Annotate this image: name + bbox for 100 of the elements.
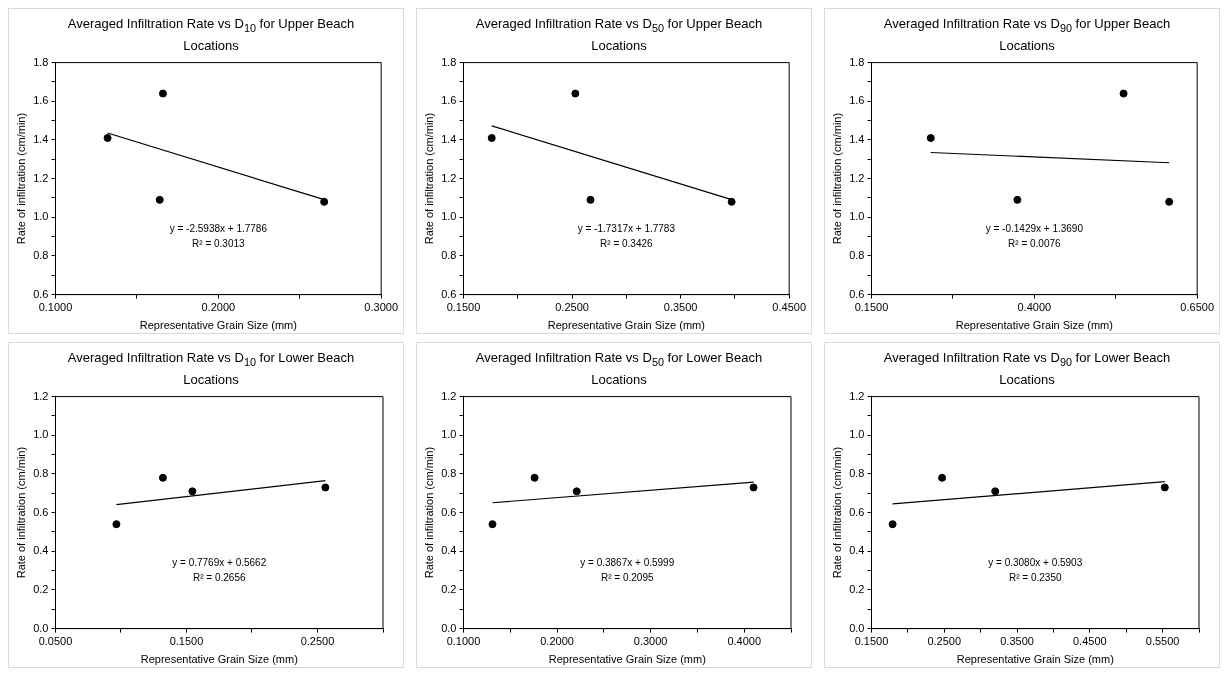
point bbox=[103, 134, 112, 142]
point bbox=[530, 473, 539, 482]
x-tick-label: 0.4500 bbox=[772, 301, 807, 314]
point bbox=[158, 89, 167, 98]
y-tick-label: 1.8 bbox=[441, 55, 457, 68]
point bbox=[112, 520, 121, 529]
annotation: R² = 0.3013 bbox=[192, 238, 246, 250]
annotation: y = 0.7769x + 0.5662 bbox=[172, 557, 267, 569]
chart-title: Averaged Infiltration Rate vs D$_{50}$ for Upper Beach Locations bbox=[475, 16, 763, 53]
y-tick-label: 1.4 bbox=[849, 132, 865, 145]
y-axis-title: Rate of infiltration (cm/min) bbox=[830, 112, 843, 245]
annotation: y = 0.3080x + 0.5903 bbox=[988, 557, 1083, 569]
point bbox=[571, 89, 580, 98]
y-tick-label: 1.6 bbox=[441, 94, 457, 107]
point bbox=[158, 473, 167, 482]
point bbox=[749, 483, 758, 492]
y-tick-label: 0.0 bbox=[33, 621, 49, 634]
y-tick-label: 1.0 bbox=[441, 428, 457, 441]
x-axis-title: Representative Grain Size (mm) bbox=[547, 319, 705, 332]
x-tick-label: 0.1000 bbox=[38, 301, 73, 314]
x-tick-label: 0.1500 bbox=[854, 635, 889, 648]
y-tick-label: 0.2 bbox=[441, 582, 457, 595]
y-tick-label: 0.8 bbox=[33, 466, 49, 479]
y-tick-label: 0.0 bbox=[849, 621, 865, 634]
x-tick-label: 0.4000 bbox=[1017, 301, 1052, 314]
annotation: y = 0.3867x + 0.5999 bbox=[580, 557, 675, 569]
point bbox=[1165, 197, 1174, 206]
x-tick-label: 0.1500 bbox=[854, 301, 889, 314]
annotation: y = -2.5938x + 1.7786 bbox=[169, 223, 268, 235]
x-tick-label: 0.5500 bbox=[1145, 635, 1180, 648]
x-tick-label: 0.3000 bbox=[633, 635, 668, 648]
chart-title: Averaged Infiltration Rate vs D$_{50}$ for Lower Beach Locations bbox=[475, 350, 763, 387]
y-tick-label: 0.6 bbox=[849, 505, 865, 518]
y-tick-label: 0.6 bbox=[33, 287, 49, 300]
x-tick-label: 0.2500 bbox=[555, 301, 589, 314]
y-tick-label: 1.0 bbox=[441, 210, 457, 223]
y-tick-label: 1.2 bbox=[33, 389, 49, 402]
y-tick-label: 1.0 bbox=[849, 428, 865, 441]
point bbox=[321, 483, 330, 492]
x-tick-label: 0.2000 bbox=[540, 635, 574, 648]
chart-title: Averaged Infiltration Rate vs D$_{90}$ for Upper Beach Locations bbox=[883, 16, 1171, 53]
y-tick-label: 0.2 bbox=[849, 582, 865, 595]
chart-title: Averaged Infiltration Rate vs D$_{10}$ for Upper Beach Locations bbox=[67, 16, 355, 53]
point bbox=[586, 195, 595, 204]
annotation: R² = 0.2095 bbox=[600, 572, 654, 584]
y-tick-label: 1.2 bbox=[849, 171, 865, 184]
y-tick-label: 0.6 bbox=[441, 287, 457, 300]
y-tick-label: 1.0 bbox=[849, 210, 865, 223]
y-tick-label: 0.6 bbox=[849, 287, 865, 300]
y-tick-label: 0.6 bbox=[33, 505, 49, 518]
point bbox=[572, 487, 581, 496]
y-tick-label: 1.8 bbox=[33, 55, 49, 68]
y-tick-label: 0.0 bbox=[441, 621, 457, 634]
annotation: R² = 0.3426 bbox=[600, 238, 654, 250]
point bbox=[155, 195, 164, 204]
y-tick-label: 1.0 bbox=[33, 428, 49, 441]
x-tick-label: 0.2500 bbox=[927, 635, 962, 648]
x-axis-title: Representative Grain Size (mm) bbox=[139, 319, 297, 332]
chart-title: Averaged Infiltration Rate vs D$_{90}$ for Lower Beach Locations bbox=[883, 350, 1171, 387]
y-tick-label: 0.8 bbox=[33, 248, 49, 261]
y-tick-label: 0.8 bbox=[849, 466, 865, 479]
annotation: R² = 0.0076 bbox=[1008, 238, 1062, 250]
point bbox=[991, 487, 1000, 496]
x-tick-label: 0.6500 bbox=[1180, 301, 1215, 314]
x-axis-title: Representative Grain Size (mm) bbox=[140, 653, 298, 666]
y-tick-label: 0.6 bbox=[441, 505, 457, 518]
point bbox=[926, 134, 935, 142]
y-tick-label: 0.8 bbox=[849, 248, 865, 261]
x-axis-title: Representative Grain Size (mm) bbox=[548, 653, 706, 666]
x-tick-label: 0.1000 bbox=[446, 635, 481, 648]
y-axis-title: Rate of infiltration (cm/min) bbox=[14, 112, 27, 245]
point bbox=[1160, 483, 1169, 492]
y-axis-title: Rate of infiltration (cm/min) bbox=[830, 446, 843, 579]
y-axis-title: Rate of infiltration (cm/min) bbox=[14, 446, 27, 579]
chart-title: Averaged Infiltration Rate vs D$_{10}$ for Lower Beach Locations bbox=[67, 350, 355, 387]
y-tick-label: 1.6 bbox=[33, 94, 49, 107]
y-tick-label: 1.2 bbox=[849, 389, 865, 402]
y-tick-label: 1.2 bbox=[441, 389, 457, 402]
y-tick-label: 1.8 bbox=[849, 55, 865, 68]
x-tick-label: 0.4500 bbox=[1073, 635, 1107, 648]
point bbox=[188, 487, 197, 496]
y-tick-label: 1.6 bbox=[849, 94, 865, 107]
point bbox=[888, 520, 897, 529]
y-tick-label: 0.8 bbox=[441, 466, 457, 479]
point bbox=[1013, 195, 1022, 204]
y-axis-title: Rate of infiltration (cm/min) bbox=[422, 446, 435, 579]
x-tick-label: 0.3500 bbox=[663, 301, 698, 314]
annotation: y = -1.7317x + 1.7783 bbox=[577, 223, 676, 235]
x-tick-label: 0.1500 bbox=[169, 635, 204, 648]
point bbox=[320, 197, 329, 206]
x-axis-title: Representative Grain Size (mm) bbox=[955, 319, 1113, 332]
annotation: R² = 0.2350 bbox=[1008, 572, 1062, 584]
y-tick-label: 1.4 bbox=[441, 132, 457, 145]
x-tick-label: 0.4000 bbox=[727, 635, 762, 648]
x-tick-label: 0.1500 bbox=[446, 301, 481, 314]
x-tick-label: 0.0500 bbox=[38, 635, 73, 648]
point bbox=[938, 473, 947, 482]
y-tick-label: 1.0 bbox=[33, 210, 49, 223]
y-tick-label: 1.2 bbox=[441, 171, 457, 184]
annotation: R² = 0.2656 bbox=[192, 572, 246, 584]
